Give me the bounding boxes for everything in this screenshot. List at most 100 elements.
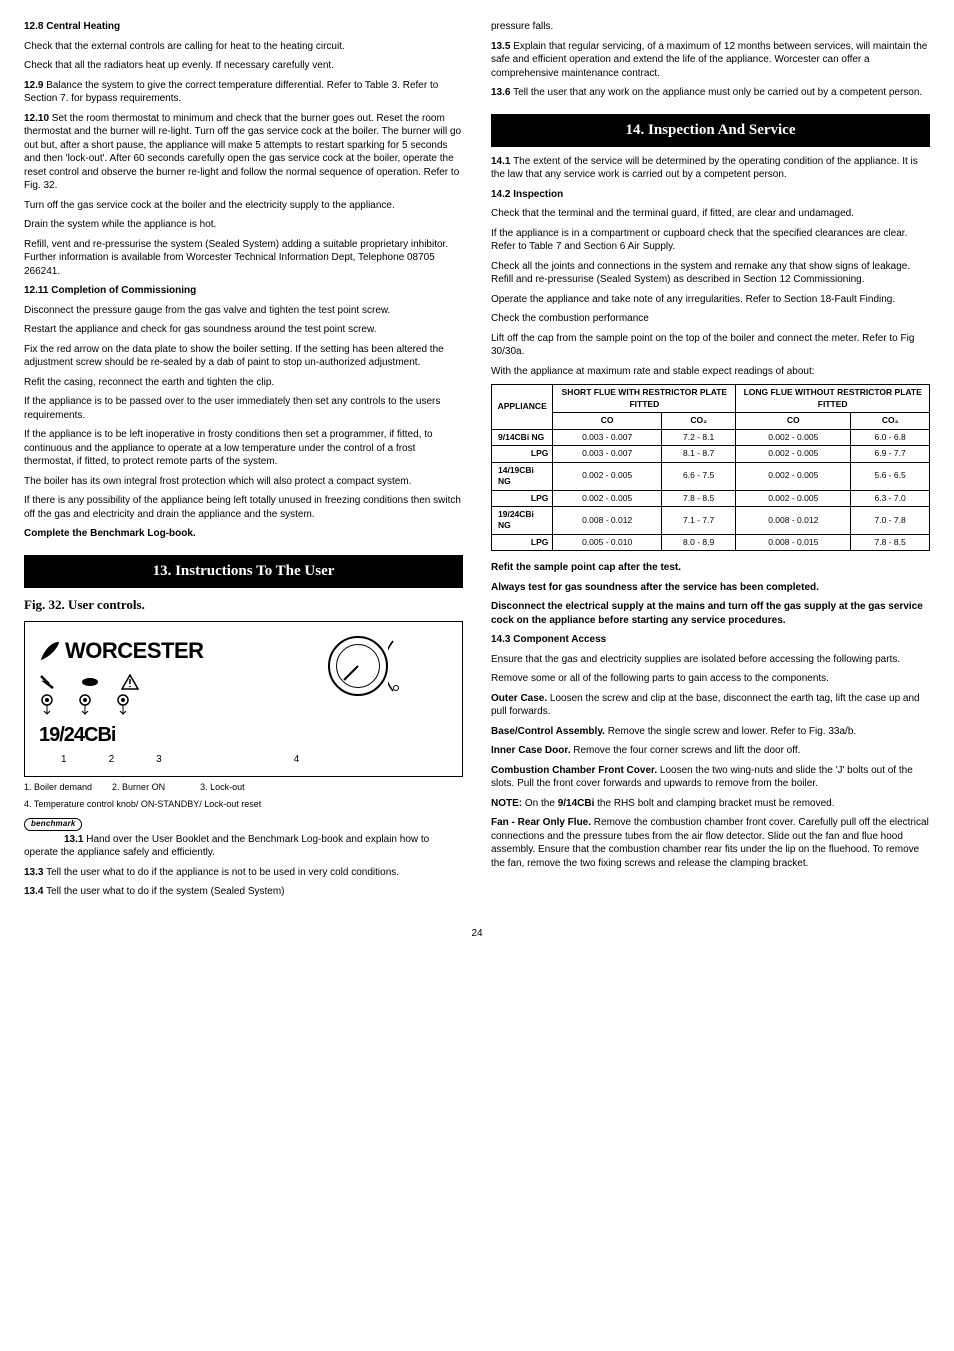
th-appliance: APPLIANCE [492,385,553,429]
label: Outer Case. [491,693,547,704]
table-row: 19/24CBi NG0.008 - 0.0127.1 - 7.70.008 -… [492,507,930,535]
cell: 8.0 - 8.9 [661,534,735,550]
para: Check that the terminal and the terminal… [491,207,930,221]
para-12-10: 12.10 Set the room thermostat to minimum… [24,112,463,193]
model-label: 19/24CBi [39,722,310,749]
cell: 9/14CBi NG [492,429,553,445]
text: Set the room thermostat to minimum and c… [24,113,461,192]
para: Drain the system while the appliance is … [24,218,463,232]
th-co2: CO₂ [661,413,735,429]
th-long: LONG FLUE WITHOUT RESTRICTOR PLATE FITTE… [736,385,930,413]
cell: 0.008 - 0.012 [553,507,662,535]
cell: 7.1 - 7.7 [661,507,735,535]
para-bold: Refit the sample point cap after the tes… [491,561,930,575]
para-13-4: 13.4 Tell the user what to do if the sys… [24,885,463,899]
para: Refit the casing, reconnect the earth an… [24,376,463,390]
label: Fan - Rear Only Flue. [491,817,591,828]
para: Check that the external controls are cal… [24,40,463,54]
cell: LPG [492,490,553,506]
label: 12.9 [24,80,43,91]
cell: 14/19CBi NG [492,462,553,490]
para: Refill, vent and re-pressurise the syste… [24,238,463,279]
heading-12-11: 12.11 Completion of Commissioning [24,284,463,298]
label: Base/Control Assembly. [491,726,605,737]
cell: 0.002 - 0.005 [736,462,851,490]
worcester-logo: WORCESTER [39,636,310,666]
para-12-9: 12.9 Balance the system to give the corr… [24,79,463,106]
diag-num: 1 [61,753,67,767]
text: On the [522,798,558,809]
cell: 6.9 - 7.7 [851,446,930,462]
table-row: LPG0.005 - 0.0108.0 - 8.90.008 - 0.0157.… [492,534,930,550]
text: Remove the four corner screws and lift t… [570,745,800,756]
th-co: CO [553,413,662,429]
heading-12-8-label: 12.8 Central Heating [24,21,120,32]
para-outer-case: Outer Case. Loosen the screw and clip at… [491,692,930,719]
spec-table: APPLIANCE SHORT FLUE WITH RESTRICTOR PLA… [491,384,930,551]
label: 12.11 Completion of Commissioning [24,285,196,296]
para-14-1: 14.1 The extent of the service will be d… [491,155,930,182]
para-13-1: 13.1 Hand over the User Booklet and the … [24,833,463,860]
para: Lift off the cap from the sample point o… [491,332,930,359]
table-row: 9/14CBi NG0.003 - 0.0077.2 - 8.10.002 - … [492,429,930,445]
control-dial [328,636,388,696]
label: 12.10 [24,113,49,124]
cell: 0.002 - 0.005 [736,446,851,462]
para-fan: Fan - Rear Only Flue. Remove the combust… [491,816,930,870]
para-inner-case: Inner Case Door. Remove the four corner … [491,744,930,758]
para: If the appliance is to be left inoperati… [24,428,463,469]
table-row: 14/19CBi NG0.002 - 0.0056.6 - 7.50.002 -… [492,462,930,490]
cell: LPG [492,446,553,462]
cell: 0.002 - 0.005 [553,490,662,506]
heading-12-8: 12.8 Central Heating [24,20,463,34]
label: 14.1 [491,156,510,167]
th-co: CO [736,413,851,429]
table-row: LPG0.002 - 0.0057.8 - 8.50.002 - 0.0056.… [492,490,930,506]
text: Tell the user that any work on the appli… [510,87,922,98]
cell: 0.005 - 0.010 [553,534,662,550]
diag-num: 3 [156,753,162,767]
para-13-3: 13.3 Tell the user what to do if the app… [24,866,463,880]
diag-num: 2 [109,753,115,767]
cell: 6.6 - 7.5 [661,462,735,490]
th-short: SHORT FLUE WITH RESTRICTOR PLATE FITTED [553,385,736,413]
lightning-icon [39,674,59,690]
section-13-banner: 13. Instructions To The User [24,555,463,588]
heading-14-3: 14.3 Component Access [491,633,930,647]
led-icon [115,694,131,716]
para: Check the combustion performance [491,312,930,326]
cell: 0.002 - 0.005 [736,429,851,445]
left-column: 12.8 Central Heating Check that the exte… [24,20,463,905]
text: Hand over the User Booklet and the Bench… [24,834,429,859]
para-13-6: 13.6 Tell the user that any work on the … [491,86,930,100]
cell: 7.2 - 8.1 [661,429,735,445]
para-combustion: Combustion Chamber Front Cover. Loosen t… [491,764,930,791]
dial-arc-icon [388,636,448,696]
para-note: NOTE: On the 9/14CBi the RHS bolt and cl… [491,797,930,811]
text: Tell the user what to do if the applianc… [43,867,399,878]
benchmark-complete: Complete the Benchmark Log-book. [24,527,463,541]
worcester-text: WORCESTER [65,636,204,666]
fig-32-label: Fig. 32. User controls. [24,596,463,614]
para: Remove some or all of the following part… [491,672,930,686]
flame-icon [81,676,99,688]
model: 9/14CBi [558,798,595,809]
feather-icon [39,640,61,662]
para: If there is any possibility of the appli… [24,494,463,521]
benchmark-badge: benchmark [24,818,82,831]
led-icons [39,694,310,716]
led-icon [77,694,93,716]
para: If the appliance is in a compartment or … [491,227,930,254]
warning-icon [121,674,139,690]
text: Explain that regular servicing, of a max… [491,41,927,79]
para: If the appliance is to be passed over to… [24,395,463,422]
cell: 0.002 - 0.005 [736,490,851,506]
para: Check all the joints and connections in … [491,260,930,287]
cell: 0.003 - 0.007 [553,446,662,462]
cell: 0.002 - 0.005 [553,462,662,490]
para-continued: pressure falls. [491,20,930,34]
fig-32-diagram: WORCESTER 19/24CBi [24,621,463,777]
label: NOTE: [491,798,522,809]
label: 14.3 Component Access [491,634,606,645]
cell: 8.1 - 8.7 [661,446,735,462]
